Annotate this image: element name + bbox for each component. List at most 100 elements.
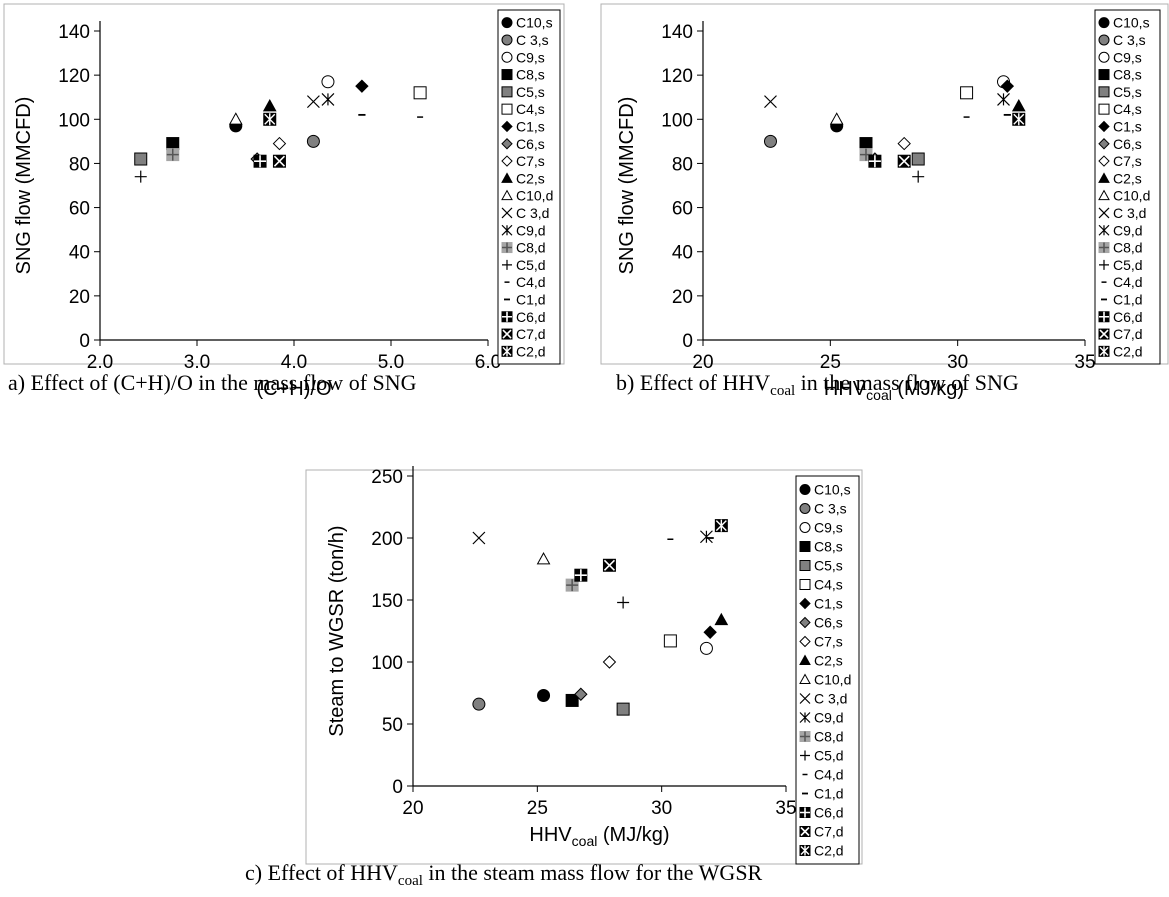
legend-marker [501,120,513,133]
legend-marker [501,207,513,219]
y-axis-label: SNG flow (MMCFD) [616,97,638,275]
x-tick-label: 5.0 [378,352,404,373]
x-axis-label: (C+H)/O [257,378,332,400]
point-c6-d [868,154,882,168]
point-c4-s [960,86,974,100]
point-c10-s [537,688,551,702]
legend-marker [799,731,811,742]
legend-item-c5-d: C5,d [502,257,546,273]
point-c2-s [262,99,277,112]
y-tick-label: 0 [682,331,693,352]
legend-label: C1,s [516,118,545,134]
legend-marker [501,345,513,357]
legend-label: C6,s [516,136,545,152]
y-axis-label: Steam to WGSR (ton/h) [326,525,348,736]
legend-marker [501,103,513,115]
point-c9-d [321,92,335,106]
legend-marker [799,541,811,552]
legend-marker [501,224,513,236]
y-tick-label: 60 [69,199,90,220]
legend-label: C6,s [814,615,843,631]
legend-item-c6-d: C6,d [1098,309,1143,325]
legend-item-c5-s: C5,s [501,84,545,100]
point-c5-d [617,596,630,609]
legend: C10,sC 3,sC9,sC8,sC5,sC4,sC1,sC6,sC7,sC2… [497,9,561,365]
y-tick-label: 20 [672,287,693,308]
legend-marker [501,51,513,63]
legend-marker [799,503,811,514]
legend-item-c9-s: C9,s [501,49,545,65]
legend-item-c6-d: C6,d [799,805,844,821]
point-c-3-d [764,95,777,109]
y-tick-label: 250 [371,467,403,488]
legend-item-c2-d: C2,d [501,343,546,359]
legend-marker [799,484,811,495]
x-axis-label: HHVcoal (MJ/kg) [529,824,669,849]
legend-marker [799,845,811,856]
legend-item-c-3-s: C 3,s [501,32,549,48]
chart-a: 0 20 40 60 80 100 120 140 2.0 3.0 4.0 5.0 6.0 SNG flo… [3,3,565,400]
legend-item-c10-d: C10,d [1098,188,1150,204]
legend-item-c2-s: C2,s [1098,170,1142,186]
legend-item-c9-s: C9,s [1098,49,1142,65]
legend-marker [501,69,513,81]
legend-label: C8,d [516,240,546,256]
point-c4-s [663,634,677,648]
point-c8-d [166,148,180,162]
legend-label: C2,d [516,343,546,359]
legend-label: C9,s [1113,49,1142,65]
legend-label: C7,d [516,326,546,342]
point-c10-d [228,112,243,125]
y-tick-label: 150 [371,591,403,612]
x-tick-label: 35 [1074,352,1095,373]
legend-item-c1-s: C1,s [1098,118,1142,134]
legend-marker [501,311,513,323]
legend-label: C5,d [814,748,844,764]
legend-marker [1098,69,1110,81]
legend-label: C6,d [1113,309,1143,325]
point-c4-s [413,86,427,100]
legend-marker [501,328,513,340]
y-tick-label: 60 [672,199,693,220]
legend-item-c-3-s: C 3,s [799,501,847,517]
legend-label: C 3,d [814,691,847,707]
point-c7-s [602,655,617,669]
point-c7-s [897,136,911,151]
y-tick-label: 140 [661,22,693,43]
point-c1-s [703,625,717,639]
legend-label: C10,d [1113,188,1150,204]
legend-item-c5-d: C5,d [800,748,844,764]
x-tick-label: 20 [402,798,423,819]
legend-marker [1098,120,1110,133]
point-c7-d [272,154,286,168]
point-c8-s [166,137,180,151]
point-c-3-s [472,697,486,711]
legend-item-c10-s: C10,s [1098,15,1150,31]
legend-label: C9,d [814,710,844,726]
legend-item-c1-s: C1,s [799,596,843,612]
y-tick-label: 0 [392,777,403,798]
point-c9-s [321,75,335,89]
y-tick-label: 40 [69,243,90,264]
legend-marker [501,172,513,183]
legend-marker [1098,242,1110,254]
legend-label: C8,d [1113,240,1143,256]
point-c5-s [616,702,630,716]
legend-marker [501,17,513,29]
point-c-3-d [472,531,486,545]
legend-label: C9,s [814,520,843,536]
legend-marker [1098,34,1110,46]
legend-label: C6,s [1113,136,1142,152]
legend-item-c8-d: C8,d [1098,240,1143,256]
legend-label: C6,d [516,309,546,325]
legend-item-c7-s: C7,s [799,634,843,650]
legend-label: C7,s [1113,153,1142,169]
legend-label: C10,s [516,15,553,31]
point-c6-d [253,154,267,168]
legend-item-c8-d: C8,d [799,729,844,745]
legend-item-c4-d: C4,d [802,767,844,783]
point-c9-d [700,530,713,544]
legend-label: C1,d [1113,291,1143,307]
legend-item-c8-s: C8,s [501,67,545,83]
legend-marker [799,597,811,610]
